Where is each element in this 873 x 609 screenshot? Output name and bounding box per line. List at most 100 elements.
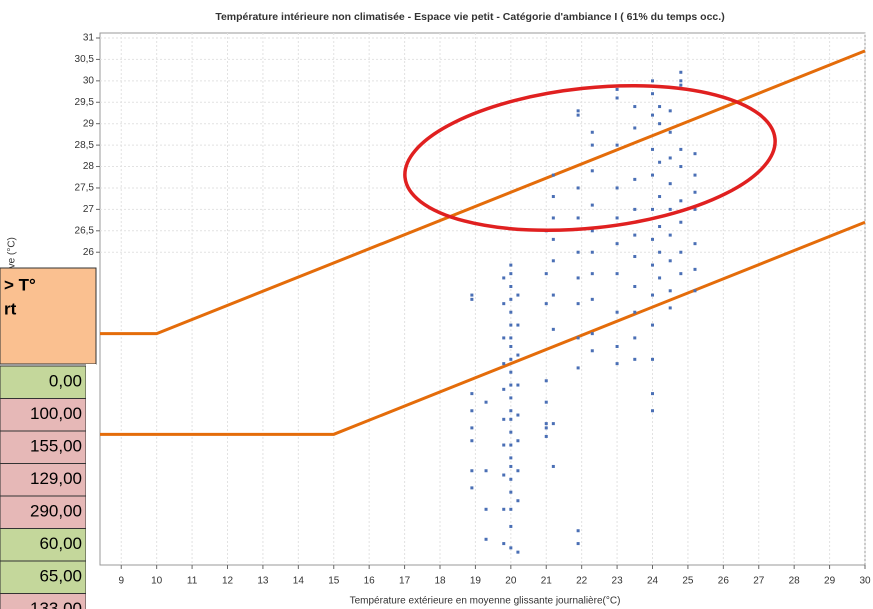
data-point: [509, 297, 513, 301]
table-edge: [86, 364, 96, 609]
data-point: [544, 400, 548, 404]
data-point: [651, 173, 654, 177]
data-point: [633, 207, 637, 211]
data-point: [576, 302, 580, 306]
x-tick-label: 11: [187, 576, 198, 587]
table-cell: [0, 463, 87, 497]
data-point: [509, 336, 513, 340]
data-point: [484, 507, 488, 511]
data-point: [679, 70, 683, 74]
data-point: [615, 143, 619, 147]
data-point: [590, 349, 594, 353]
data-point: [509, 344, 513, 348]
data-point: [544, 302, 548, 306]
data-point: [551, 195, 555, 199]
data-point: [470, 426, 474, 430]
data-point: [509, 443, 513, 447]
data-point: [470, 293, 474, 297]
data-point: [633, 126, 637, 130]
data-point: [576, 529, 580, 533]
data-point: [544, 426, 548, 430]
table-cell-text: 65,00: [39, 567, 82, 586]
data-point: [509, 456, 513, 460]
data-point: [551, 237, 555, 241]
table-cell-text: 60,00: [39, 534, 82, 553]
data-point: [502, 336, 506, 340]
data-point: [693, 289, 697, 293]
data-point: [679, 147, 683, 151]
data-point: [516, 439, 520, 443]
chart-title: Température intérieure non climatisée - …: [215, 11, 724, 23]
data-point: [502, 443, 506, 447]
data-point: [668, 156, 672, 160]
data-point: [668, 130, 672, 134]
data-point: [693, 242, 697, 246]
data-point: [470, 297, 474, 301]
x-tick-label: 14: [293, 576, 305, 587]
table-cell-text: 0,00: [49, 372, 82, 391]
x-tick-label: 28: [789, 576, 801, 587]
data-point: [590, 143, 594, 147]
data-point: [679, 79, 683, 83]
y-tick-label: 27: [83, 204, 95, 215]
data-point: [693, 152, 697, 156]
data-point: [658, 250, 662, 254]
x-tick-label: 17: [399, 576, 411, 587]
y-axis-label: ative (°C): [7, 237, 18, 279]
data-point: [679, 250, 683, 254]
data-point: [633, 336, 637, 340]
data-point: [590, 297, 594, 301]
data-point: [615, 310, 619, 314]
data-point: [576, 113, 580, 117]
y-tick-label: 29: [83, 118, 95, 129]
data-point: [516, 323, 520, 327]
data-point: [615, 96, 619, 100]
data-point: [516, 499, 520, 503]
spreadsheet-table: > T° rt 0,00 100,00 155,00 129,00 290,00 60,00 6…: [0, 267, 97, 609]
data-point: [551, 464, 555, 468]
data-point: [509, 396, 513, 400]
data-point: [590, 130, 594, 134]
data-point: [576, 216, 580, 220]
x-tick-label: 30: [859, 576, 871, 587]
data-point: [484, 469, 488, 473]
data-point: [509, 285, 513, 289]
table-cell-text: 100,00: [30, 404, 82, 423]
y-tick-label: 28: [83, 161, 95, 172]
table-header-cell: [0, 267, 97, 365]
data-point: [509, 417, 513, 421]
data-point: [651, 237, 654, 241]
data-point: [651, 79, 654, 83]
data-point: [509, 370, 513, 374]
data-point: [509, 477, 513, 481]
data-point: [590, 250, 594, 254]
table-cell-text: 155,00: [30, 437, 82, 456]
comfort-limit-line: [100, 49, 866, 336]
data-point: [502, 473, 506, 477]
table-cell: [0, 560, 87, 594]
table-cell-text: 290,00: [30, 502, 82, 521]
data-point: [633, 105, 637, 109]
data-point: [633, 357, 637, 361]
data-point: [576, 109, 580, 113]
y-tick-label: 31: [83, 33, 95, 44]
data-point: [576, 336, 580, 340]
data-point: [679, 272, 683, 276]
data-point: [576, 366, 580, 370]
x-tick-label: 18: [434, 576, 446, 587]
x-tick-label: 24: [647, 576, 659, 587]
data-point: [470, 486, 474, 490]
data-point: [668, 182, 672, 186]
data-point: [651, 263, 654, 267]
data-point: [502, 387, 506, 391]
data-point: [516, 550, 520, 554]
data-point: [590, 229, 594, 233]
data-point: [693, 190, 697, 194]
data-point: [615, 362, 619, 366]
data-point: [615, 216, 619, 220]
x-tick-label: 20: [505, 576, 517, 587]
x-tick-label: 27: [753, 576, 765, 587]
data-point: [668, 207, 672, 211]
data-point: [544, 422, 548, 426]
data-point: [590, 272, 594, 276]
